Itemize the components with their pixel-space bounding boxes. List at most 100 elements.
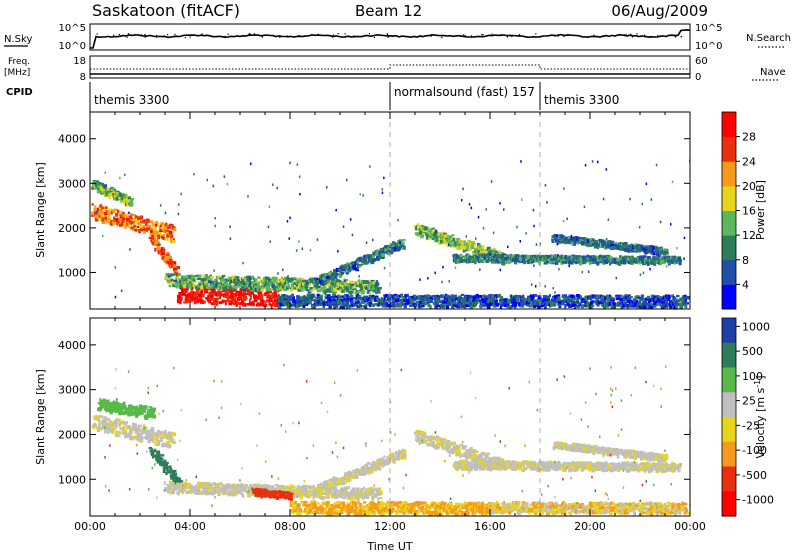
heatmap-cell (241, 299, 244, 304)
heatmap-cell (508, 305, 512, 310)
colorbar-tick-label: 4 (742, 278, 749, 291)
heatmap-cell (208, 299, 212, 304)
heatmap-cell (178, 292, 182, 296)
heatmap-cell (161, 248, 166, 251)
heatmap-cell (499, 300, 502, 305)
heatmap-cell (490, 302, 493, 306)
heatmap-cell (189, 283, 193, 288)
heatmap-cell (185, 274, 190, 278)
heatmap-cell (254, 288, 258, 292)
heatmap-cell (613, 302, 617, 307)
heatmap-cell (642, 305, 645, 309)
heatmap-cell (180, 287, 184, 290)
heatmap-cell (247, 195, 249, 198)
nsearch-point (173, 36, 175, 38)
heatmap-cell (329, 286, 332, 290)
heatmap-cell (282, 268, 284, 271)
heatmap-cell (211, 288, 215, 292)
heatmap-cell (339, 285, 342, 289)
heatmap-cell (291, 279, 294, 284)
heatmap-cell (454, 304, 458, 308)
heatmap-cell (277, 304, 282, 307)
heatmap-cell (91, 203, 94, 206)
heatmap-cell (285, 286, 289, 290)
heatmap-cell (215, 276, 219, 281)
heatmap-cell (604, 303, 608, 307)
heatmap-cell (102, 234, 104, 238)
heatmap-cell (181, 281, 185, 286)
heatmap-cell (121, 222, 125, 226)
heatmap-cell (565, 297, 569, 300)
nsearch-point (370, 35, 372, 37)
heatmap-cell (226, 182, 229, 186)
heatmap-cell (429, 299, 433, 303)
heatmap-cell (174, 269, 178, 273)
heatmap-cell (404, 302, 409, 306)
heatmap-cell (520, 304, 525, 308)
heatmap-cell (645, 298, 649, 301)
heatmap-cell (126, 222, 129, 226)
heatmap-cell (413, 294, 417, 299)
heatmap-cell (523, 300, 527, 304)
heatmap-cell (645, 182, 648, 186)
heatmap-cell (246, 281, 250, 286)
heatmap-cell (562, 300, 567, 303)
nsearch-point (113, 34, 115, 36)
heatmap-cell (104, 191, 107, 194)
heatmap-cell (279, 278, 282, 281)
heatmap-cell (475, 256, 479, 260)
nsearch-point (482, 34, 484, 36)
heatmap-cell (465, 301, 469, 305)
heatmap-cell (372, 238, 374, 242)
heatmap-cell (173, 267, 177, 272)
heatmap-cell (145, 225, 150, 228)
heatmap-cell (212, 184, 215, 188)
heatmap-cell (426, 294, 430, 297)
heatmap-cell (132, 218, 137, 222)
heatmap-cell (277, 296, 281, 300)
heatmap-cell (346, 283, 350, 287)
heatmap-cell (158, 230, 162, 235)
heatmap-cell (336, 282, 341, 286)
heatmap-cell (399, 298, 402, 302)
heatmap-cell (351, 233, 354, 237)
heatmap-cell (490, 180, 493, 183)
heatmap-cell (332, 290, 335, 294)
heatmap-cell (169, 273, 174, 277)
heatmap-cell (351, 283, 355, 286)
nsearch-tick-bottom: 10^0 (695, 41, 722, 52)
heatmap-cell (190, 286, 194, 291)
nsky-frame (89, 23, 691, 51)
heatmap-cell (596, 298, 599, 302)
heatmap-cell (527, 301, 530, 305)
heatmap-cell (500, 302, 505, 306)
heatmap-cell (428, 237, 431, 241)
heatmap-cell (302, 285, 306, 290)
heatmap-cell (124, 435, 128, 438)
heatmap-cell (676, 294, 680, 298)
heatmap-cell (254, 297, 259, 300)
heatmap-cell (176, 299, 180, 304)
heatmap-cell (368, 279, 371, 283)
heatmap-cell (343, 304, 348, 307)
heatmap-cell (365, 241, 368, 244)
heatmap-cell (521, 294, 525, 298)
heatmap-cell (268, 302, 271, 306)
heatmap-cell (590, 297, 593, 301)
heatmap-cell (230, 301, 234, 305)
heatmap-cell (542, 295, 547, 299)
nsearch-point (118, 34, 120, 36)
nsearch-point (96, 33, 98, 35)
heatmap-cell (379, 299, 383, 304)
heatmap-cell (319, 299, 323, 303)
heatmap-cell (542, 298, 547, 302)
heatmap-cell (344, 279, 346, 283)
heatmap-cell (328, 296, 332, 301)
heatmap-cell (670, 223, 672, 226)
heatmap-cell (554, 295, 557, 299)
heatmap-cell (196, 298, 199, 301)
heatmap-cell (309, 294, 312, 298)
heatmap-cell (286, 220, 289, 223)
beam-title: Beam 12 (355, 2, 422, 20)
heatmap-cell (148, 236, 153, 240)
